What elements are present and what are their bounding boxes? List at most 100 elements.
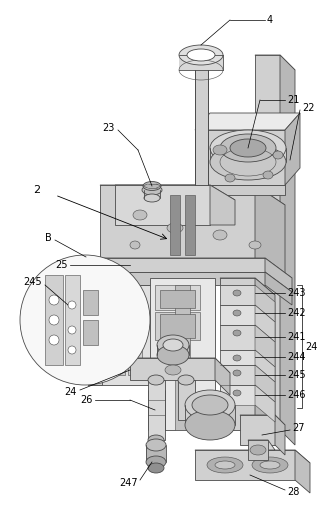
Text: 25: 25 <box>56 260 68 270</box>
Polygon shape <box>220 278 255 430</box>
Ellipse shape <box>143 181 161 190</box>
Polygon shape <box>255 305 275 342</box>
Polygon shape <box>215 358 230 395</box>
Ellipse shape <box>179 45 223 65</box>
Polygon shape <box>220 350 255 365</box>
Ellipse shape <box>252 457 288 473</box>
Polygon shape <box>220 325 255 350</box>
Polygon shape <box>80 272 265 285</box>
Polygon shape <box>240 415 285 425</box>
Ellipse shape <box>273 151 283 159</box>
Ellipse shape <box>146 456 166 468</box>
Polygon shape <box>248 440 275 450</box>
Ellipse shape <box>249 241 261 249</box>
Ellipse shape <box>192 395 228 415</box>
Polygon shape <box>248 440 268 460</box>
Polygon shape <box>83 290 98 315</box>
Ellipse shape <box>133 210 147 220</box>
Polygon shape <box>130 358 215 380</box>
Ellipse shape <box>225 174 235 182</box>
Ellipse shape <box>163 339 183 351</box>
Polygon shape <box>255 350 275 382</box>
Ellipse shape <box>233 310 241 316</box>
Text: 245: 245 <box>23 277 42 287</box>
Ellipse shape <box>49 295 59 305</box>
Polygon shape <box>220 365 255 385</box>
Polygon shape <box>178 380 195 420</box>
Text: 247: 247 <box>119 478 138 488</box>
Polygon shape <box>195 450 310 463</box>
Ellipse shape <box>207 457 243 473</box>
Polygon shape <box>195 130 285 185</box>
Ellipse shape <box>148 435 164 445</box>
Ellipse shape <box>233 330 241 336</box>
Polygon shape <box>175 285 190 430</box>
Polygon shape <box>255 55 280 430</box>
Polygon shape <box>45 275 63 365</box>
Polygon shape <box>220 305 255 325</box>
Text: B: B <box>45 233 52 243</box>
Polygon shape <box>265 258 292 292</box>
Ellipse shape <box>250 445 266 455</box>
Polygon shape <box>185 405 235 425</box>
Polygon shape <box>170 195 180 255</box>
Text: 246: 246 <box>287 390 306 400</box>
Polygon shape <box>285 113 300 185</box>
Ellipse shape <box>178 375 194 385</box>
Text: 22: 22 <box>302 103 315 113</box>
Ellipse shape <box>210 130 286 166</box>
Polygon shape <box>80 258 265 272</box>
Polygon shape <box>65 275 80 365</box>
Ellipse shape <box>130 241 140 249</box>
Polygon shape <box>210 185 235 225</box>
Circle shape <box>20 255 150 385</box>
Ellipse shape <box>157 335 189 355</box>
Polygon shape <box>179 55 223 70</box>
Polygon shape <box>240 415 275 445</box>
Polygon shape <box>195 65 208 185</box>
Polygon shape <box>130 358 230 373</box>
Bar <box>108 350 118 362</box>
Polygon shape <box>195 185 285 195</box>
Ellipse shape <box>213 145 227 155</box>
Polygon shape <box>128 290 142 375</box>
Ellipse shape <box>260 461 280 469</box>
Ellipse shape <box>233 390 241 396</box>
Text: 241: 241 <box>287 332 306 342</box>
Ellipse shape <box>68 301 76 309</box>
Text: 4: 4 <box>267 15 273 25</box>
Polygon shape <box>100 185 285 205</box>
Ellipse shape <box>49 335 59 345</box>
Ellipse shape <box>263 171 273 179</box>
Polygon shape <box>115 185 235 200</box>
Text: 24: 24 <box>64 387 77 397</box>
Text: 28: 28 <box>287 487 299 497</box>
Polygon shape <box>295 450 310 493</box>
Polygon shape <box>115 185 210 225</box>
Polygon shape <box>255 325 275 367</box>
Ellipse shape <box>142 185 162 195</box>
Polygon shape <box>280 55 295 445</box>
Text: 244: 244 <box>287 352 306 362</box>
Ellipse shape <box>187 49 215 61</box>
Ellipse shape <box>144 194 160 202</box>
Polygon shape <box>210 148 286 162</box>
Ellipse shape <box>68 346 76 354</box>
Text: 24: 24 <box>305 341 317 352</box>
Polygon shape <box>160 290 195 308</box>
Polygon shape <box>88 285 102 385</box>
Polygon shape <box>255 385 275 422</box>
Polygon shape <box>195 113 300 130</box>
Text: 27: 27 <box>292 423 305 433</box>
Polygon shape <box>83 320 98 345</box>
Text: 243: 243 <box>287 288 306 298</box>
Ellipse shape <box>210 144 286 180</box>
Polygon shape <box>155 312 200 340</box>
Text: 26: 26 <box>81 395 93 405</box>
Polygon shape <box>100 185 255 260</box>
Text: 21: 21 <box>287 95 299 105</box>
Ellipse shape <box>148 375 164 385</box>
Ellipse shape <box>215 461 235 469</box>
Ellipse shape <box>233 370 241 376</box>
Polygon shape <box>220 278 275 295</box>
